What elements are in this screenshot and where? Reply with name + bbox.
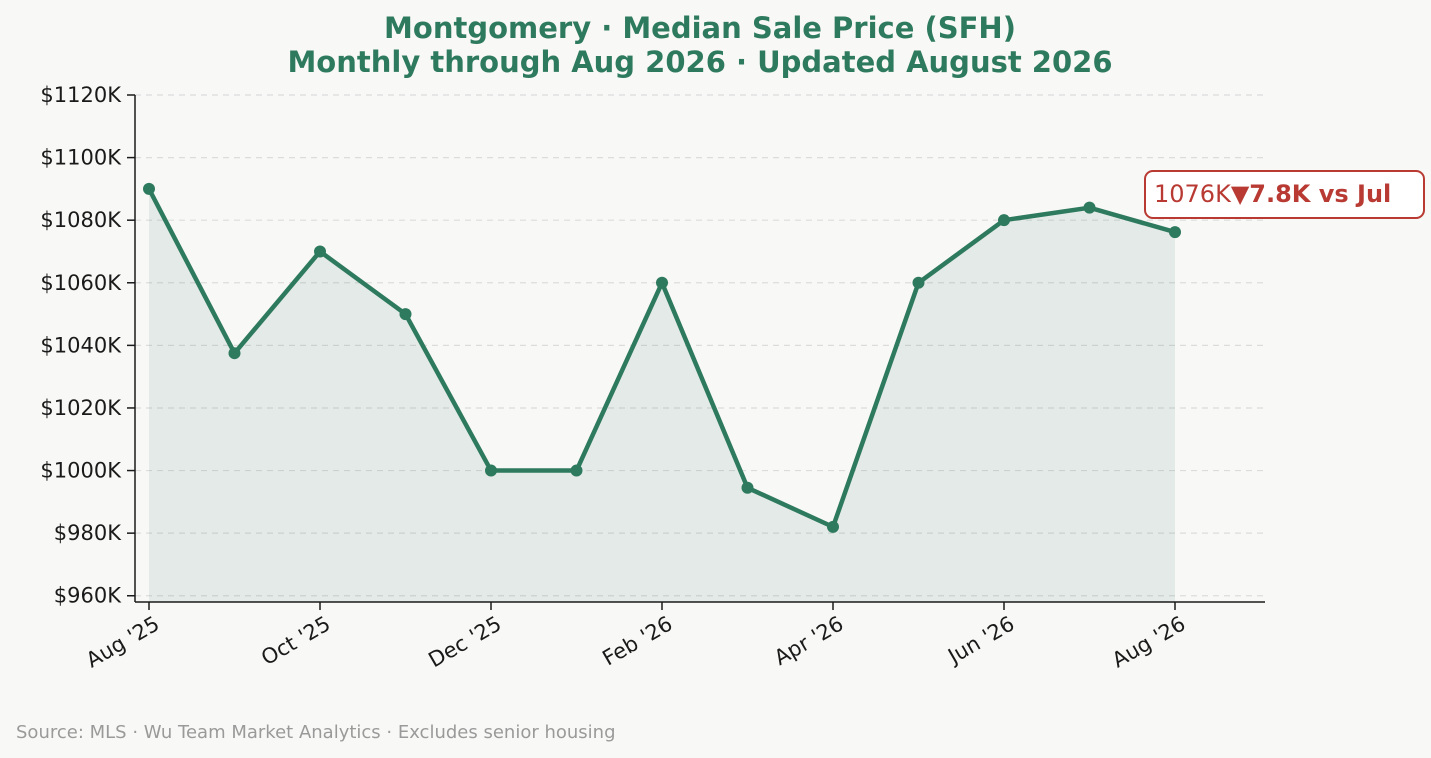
chart-subtitle: Monthly through Aug 2026 · Updated Augus… [287, 45, 1112, 79]
y-tick-label: $1060K [40, 271, 122, 295]
data-point [228, 347, 241, 360]
x-tick-label: Apr '26 [770, 612, 847, 671]
annotation-box [1144, 170, 1425, 219]
area-fill [149, 188, 1175, 602]
data-point [741, 481, 754, 494]
x-tick-label: Feb '26 [598, 612, 676, 671]
y-axis-ticks: $960K $980K $1000K $1020K $1040K $1060K $1080K… [40, 83, 135, 608]
y-tick-label: $980K [54, 521, 122, 545]
y-tick-label: $1020K [40, 396, 122, 420]
data-point [912, 276, 925, 289]
last-value-annotation: 1076K▼7.8K vs Jul [1144, 170, 1425, 219]
data-point [998, 214, 1010, 227]
x-axis-ticks: Aug '25 Oct '25 Dec '25 Feb '26 Apr '26 Jun '… [82, 602, 1190, 673]
annotation-change: ▼7.8K vs Jul [1231, 180, 1391, 208]
area-fill-layer [149, 188, 1175, 602]
data-point [827, 520, 839, 533]
x-tick-label: Aug '25 [82, 612, 163, 673]
y-tick-label: $1120K [40, 83, 122, 107]
data-points [143, 182, 1181, 533]
y-tick-label: $960K [54, 584, 122, 608]
data-point [485, 464, 497, 477]
y-tick-label: $1000K [40, 459, 122, 483]
data-point [1169, 226, 1181, 239]
data-point [314, 245, 326, 258]
x-tick-label: Dec '25 [424, 612, 505, 673]
y-tick-label: $1100K [40, 146, 122, 170]
data-point [1083, 201, 1096, 214]
x-tick-label: Aug '26 [1108, 612, 1189, 673]
x-tick-label: Jun '26 [942, 612, 1018, 670]
annotation-value: 1076K [1154, 180, 1232, 208]
x-tick-label: Oct '25 [257, 612, 334, 671]
data-point [656, 276, 668, 289]
annotation-text: 1076K▼7.8K vs Jul [1154, 180, 1391, 208]
data-point [399, 308, 412, 321]
axes [134, 95, 1265, 603]
data-point [143, 182, 155, 195]
chart-title: Montgomery · Median Sale Price (SFH) [384, 11, 1016, 45]
y-tick-label: $1040K [40, 333, 122, 357]
y-tick-label: $1080K [40, 208, 122, 232]
source-note: Source: MLS · Wu Team Market Analytics ·… [16, 722, 616, 743]
data-point [570, 464, 583, 477]
gridlines [135, 94, 1265, 597]
